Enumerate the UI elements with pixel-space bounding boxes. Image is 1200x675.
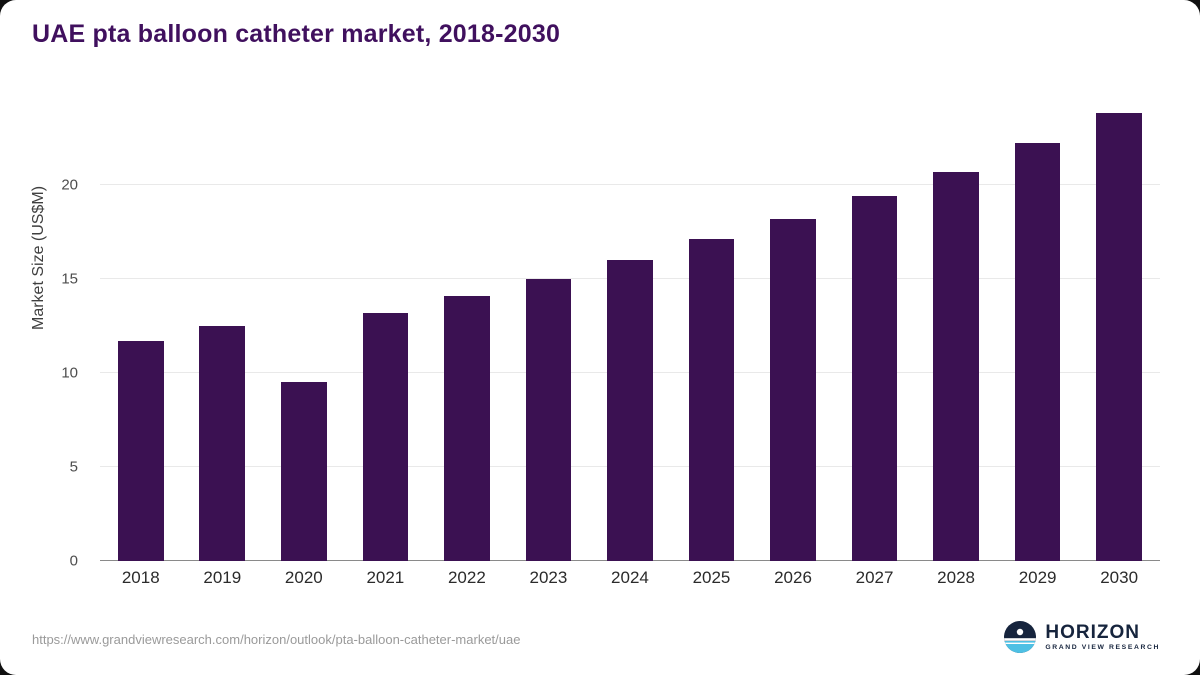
brand-tagline: GRAND VIEW RESEARCH [1045,643,1160,651]
bar-2022 [444,295,490,561]
x-tick-label-2030: 2030 [1100,568,1139,587]
brand-name: HORIZON [1045,621,1140,643]
bar-2030 [1096,113,1142,561]
bar-slot-2022 [426,100,508,561]
bar-slot-2030 [1078,100,1160,561]
chart-title: UAE pta balloon catheter market, 2018-20… [32,20,561,48]
bar-2023 [525,278,572,561]
y-tick-label-0: 0 [69,552,78,570]
x-axis-labels: 2018 2019 2020 2021 2022 2023 2024 2025 2026 2027… [100,568,1160,588]
x-tick-label-2023: 2023 [529,568,568,587]
bar-2028 [933,171,979,561]
x-tick-label-2029: 2029 [1018,568,1057,587]
y-tick-label-20: 20 [61,176,78,194]
bar-2019 [199,325,246,561]
bar-slot-2029 [997,100,1079,561]
bar-2020 [281,382,327,561]
x-tick-label-2020: 2020 [284,568,323,587]
bar-slot-2028 [915,100,997,561]
plot-area [100,100,1160,561]
bar-2018 [117,340,164,561]
bar-slot-2021 [345,100,427,561]
x-tick-label-2026: 2026 [774,568,812,587]
x-tick-label-2022: 2022 [447,568,486,587]
bar-2026 [770,218,816,561]
y-tick-label-15: 15 [61,270,78,288]
x-tick-label-2018: 2018 [121,568,160,587]
x-tick-label-2024: 2024 [611,568,649,587]
bar-slot-2025 [671,100,753,561]
x-tick-label-2025: 2025 [692,568,731,587]
bar-slot-2019 [182,100,264,561]
x-tick-label-2019: 2019 [203,568,242,587]
bar-slot-2020 [263,100,345,561]
brand-logo: HORIZON GRAND VIEW RESEARCH [1004,621,1160,653]
bar-slot-2018 [100,100,182,561]
source-url: https://www.grandviewresearch.com/horizo… [32,632,521,647]
x-tick-label-2021: 2021 [366,568,405,587]
bar-slot-2024 [589,100,671,561]
bar-series [100,100,1160,561]
bar-slot-2023 [508,100,590,561]
bar-2025 [688,239,735,561]
gridline-20 [100,183,1160,185]
bar-2021 [362,312,409,561]
bar-2029 [1014,143,1061,561]
bar-2024 [607,259,653,561]
bar-slot-2027 [834,100,916,561]
x-tick-label-2028: 2028 [937,568,975,587]
y-axis-ticks: 0 5 10 15 20 [0,100,92,569]
x-tick-label-2027: 2027 [855,568,894,587]
horizon-globe-icon [1004,621,1037,653]
y-tick-label-5: 5 [69,458,78,476]
y-tick-label-10: 10 [61,364,78,382]
bar-slot-2026 [752,100,834,561]
bar-2027 [851,195,898,561]
